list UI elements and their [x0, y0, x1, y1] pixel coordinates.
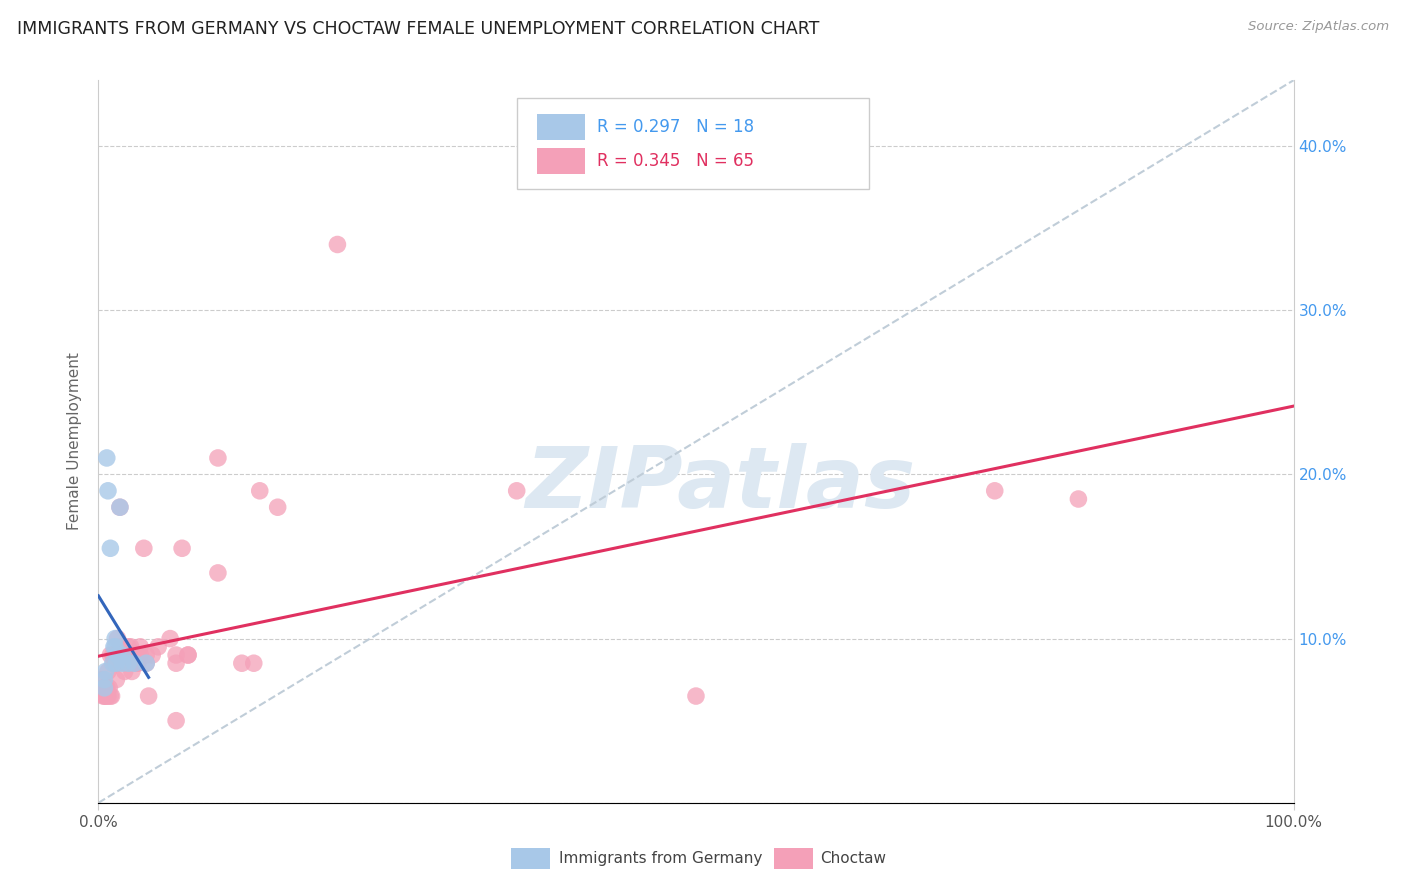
- Point: [125, 657, 148, 671]
- FancyBboxPatch shape: [537, 148, 585, 174]
- Point: [98, 648, 122, 662]
- Point: [129, 640, 152, 654]
- Point: [107, 632, 129, 646]
- FancyBboxPatch shape: [510, 847, 550, 870]
- Point: [326, 237, 349, 252]
- Point: [107, 657, 129, 671]
- Point: [105, 657, 128, 671]
- Point: [96, 689, 118, 703]
- Point: [135, 648, 157, 662]
- Point: [135, 657, 157, 671]
- Point: [98, 541, 122, 556]
- Point: [97, 689, 120, 703]
- Point: [124, 657, 146, 671]
- Point: [159, 632, 181, 646]
- Point: [138, 689, 160, 703]
- Text: Source: ZipAtlas.com: Source: ZipAtlas.com: [1249, 20, 1389, 33]
- Point: [104, 632, 127, 646]
- Point: [97, 665, 120, 679]
- Point: [96, 681, 118, 695]
- FancyBboxPatch shape: [537, 114, 585, 140]
- Y-axis label: Female Unemployment: Female Unemployment: [67, 352, 83, 531]
- Point: [148, 640, 170, 654]
- Point: [243, 657, 266, 671]
- Point: [124, 657, 146, 671]
- Point: [165, 714, 187, 728]
- Point: [104, 640, 127, 654]
- Point: [101, 657, 124, 671]
- Point: [129, 648, 152, 662]
- Point: [114, 665, 136, 679]
- Point: [117, 657, 139, 671]
- Point: [177, 648, 200, 662]
- Point: [124, 648, 146, 662]
- Point: [94, 665, 117, 679]
- FancyBboxPatch shape: [517, 98, 869, 189]
- Point: [98, 689, 122, 703]
- Point: [1067, 491, 1090, 506]
- Point: [984, 483, 1007, 498]
- Point: [93, 673, 115, 687]
- Point: [111, 648, 134, 662]
- Point: [94, 681, 117, 695]
- Text: Choctaw: Choctaw: [820, 851, 886, 866]
- Point: [94, 689, 117, 703]
- Point: [104, 657, 127, 671]
- Point: [93, 689, 115, 703]
- Point: [121, 665, 143, 679]
- Point: [141, 648, 163, 662]
- Point: [207, 566, 229, 580]
- Point: [267, 500, 290, 515]
- Point: [132, 541, 155, 556]
- Point: [111, 648, 134, 662]
- Point: [117, 640, 139, 654]
- Point: [108, 500, 131, 515]
- Point: [177, 648, 200, 662]
- Point: [103, 648, 125, 662]
- Text: ZIPatlas: ZIPatlas: [524, 443, 915, 526]
- Point: [207, 450, 229, 465]
- Point: [231, 657, 253, 671]
- Point: [117, 657, 139, 671]
- Point: [108, 500, 131, 515]
- Point: [165, 657, 187, 671]
- Point: [105, 673, 128, 687]
- Point: [103, 640, 125, 654]
- Point: [110, 640, 132, 654]
- FancyBboxPatch shape: [773, 847, 813, 870]
- Point: [127, 657, 149, 671]
- Point: [107, 648, 129, 662]
- Text: IMMIGRANTS FROM GERMANY VS CHOCTAW FEMALE UNEMPLOYMENT CORRELATION CHART: IMMIGRANTS FROM GERMANY VS CHOCTAW FEMAL…: [17, 20, 820, 37]
- Point: [98, 681, 121, 695]
- Text: R = 0.297   N = 18: R = 0.297 N = 18: [596, 119, 754, 136]
- Point: [101, 648, 124, 662]
- Point: [249, 483, 271, 498]
- Point: [120, 640, 142, 654]
- Point: [107, 648, 129, 662]
- Point: [93, 681, 115, 695]
- Point: [165, 648, 187, 662]
- Point: [127, 648, 149, 662]
- Point: [685, 689, 707, 703]
- Point: [93, 681, 115, 695]
- Text: R = 0.345   N = 65: R = 0.345 N = 65: [596, 153, 754, 170]
- Point: [97, 483, 120, 498]
- Point: [111, 648, 134, 662]
- Point: [91, 681, 114, 695]
- Point: [105, 657, 128, 671]
- Text: Immigrants from Germany: Immigrants from Germany: [558, 851, 762, 866]
- Point: [91, 689, 114, 703]
- Point: [172, 541, 194, 556]
- Point: [96, 450, 118, 465]
- Point: [135, 657, 157, 671]
- Point: [103, 657, 125, 671]
- Point: [111, 657, 134, 671]
- Point: [91, 673, 114, 687]
- Point: [100, 689, 122, 703]
- Point: [506, 483, 529, 498]
- Point: [115, 657, 138, 671]
